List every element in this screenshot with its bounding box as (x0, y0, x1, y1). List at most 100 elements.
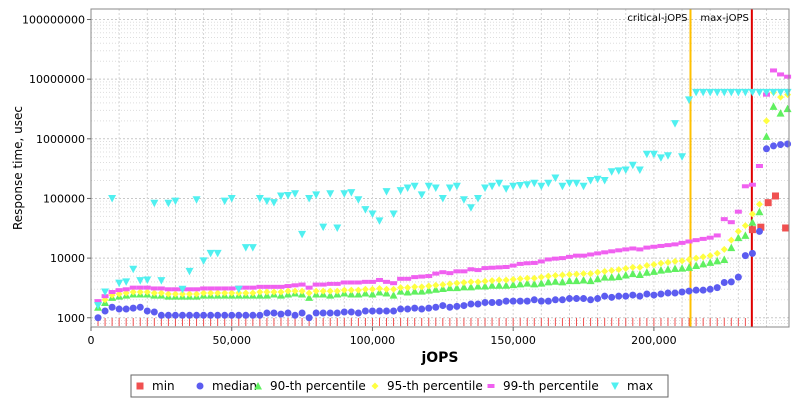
data-point (326, 291, 335, 299)
data-point (734, 233, 743, 242)
plot-area (91, 9, 789, 327)
data-point (551, 256, 559, 261)
data-point (193, 290, 201, 298)
data-point (685, 287, 693, 295)
data-point (425, 274, 433, 279)
data-point (347, 308, 355, 316)
data-point (551, 277, 560, 285)
data-point (185, 267, 194, 276)
data-point (354, 280, 362, 285)
data-point (263, 284, 271, 289)
data-point (615, 248, 623, 253)
data-point (298, 282, 306, 287)
data-point (727, 278, 735, 286)
data-point (136, 277, 145, 285)
data-point (193, 287, 201, 292)
data-point (453, 279, 461, 287)
data-point (741, 184, 749, 189)
x-tick-label: 50,000 (212, 334, 251, 347)
data-point (207, 289, 215, 297)
data-point (164, 287, 172, 292)
data-point (734, 227, 742, 235)
data-point (446, 280, 454, 288)
data-point (136, 303, 144, 311)
data-point (115, 290, 123, 298)
data-point (453, 269, 461, 274)
data-point (136, 285, 144, 290)
data-point (269, 199, 278, 207)
data-point (699, 88, 708, 97)
data-point (713, 256, 722, 265)
data-point (664, 243, 672, 248)
data-point (769, 88, 778, 97)
series-2 (94, 102, 792, 311)
data-point (150, 308, 158, 316)
data-point (368, 210, 377, 218)
data-point (438, 284, 447, 292)
data-point (615, 292, 623, 300)
data-point (720, 217, 728, 222)
data-point (214, 286, 222, 291)
data-point (234, 285, 243, 294)
data-point (361, 285, 369, 293)
data-point (340, 286, 348, 294)
data-point (418, 283, 426, 291)
data-point (509, 297, 517, 305)
data-point (587, 296, 595, 304)
data-point (276, 192, 285, 200)
data-point (150, 286, 158, 291)
data-point (481, 266, 489, 271)
data-point (650, 261, 658, 269)
data-point (516, 297, 524, 305)
data-point (685, 255, 693, 263)
y-tick-label: 10000000 (29, 73, 85, 86)
data-point (748, 218, 757, 226)
data-point (523, 297, 531, 305)
data-point (305, 194, 314, 203)
data-point (488, 281, 497, 289)
legend-marker (136, 382, 144, 390)
data-point (263, 309, 271, 317)
data-point (256, 284, 264, 289)
data-point (699, 286, 707, 294)
data-point (403, 184, 412, 192)
data-point (460, 279, 468, 287)
data-point (614, 167, 623, 175)
data-point (241, 244, 250, 252)
data-point (432, 271, 440, 276)
data-point (685, 96, 694, 104)
data-point (143, 285, 151, 290)
data-point (220, 197, 229, 206)
data-point (186, 287, 194, 292)
data-point (108, 290, 116, 295)
data-point (720, 255, 729, 263)
data-point (383, 285, 391, 293)
data-point (228, 311, 236, 319)
data-point (277, 310, 285, 318)
data-point (614, 272, 623, 281)
data-point (164, 199, 173, 208)
data-point (143, 276, 152, 284)
data-point (502, 281, 511, 289)
data-point (101, 288, 110, 297)
data-point (397, 305, 405, 313)
data-point (685, 239, 693, 244)
data-point (516, 275, 524, 283)
data-point (663, 152, 672, 160)
legend-marker (371, 382, 379, 390)
data-point (664, 258, 672, 266)
data-point (727, 220, 735, 225)
data-point (509, 280, 518, 289)
data-point (115, 279, 124, 288)
data-point (389, 210, 398, 218)
data-point (764, 199, 772, 207)
data-point (622, 247, 630, 252)
data-point (466, 204, 475, 212)
data-point (727, 236, 735, 244)
data-point (628, 161, 637, 170)
data-point (305, 285, 313, 290)
data-point (347, 286, 355, 294)
y-tick-label: 1000 (57, 312, 85, 325)
data-point (438, 194, 447, 203)
data-point (601, 267, 609, 275)
